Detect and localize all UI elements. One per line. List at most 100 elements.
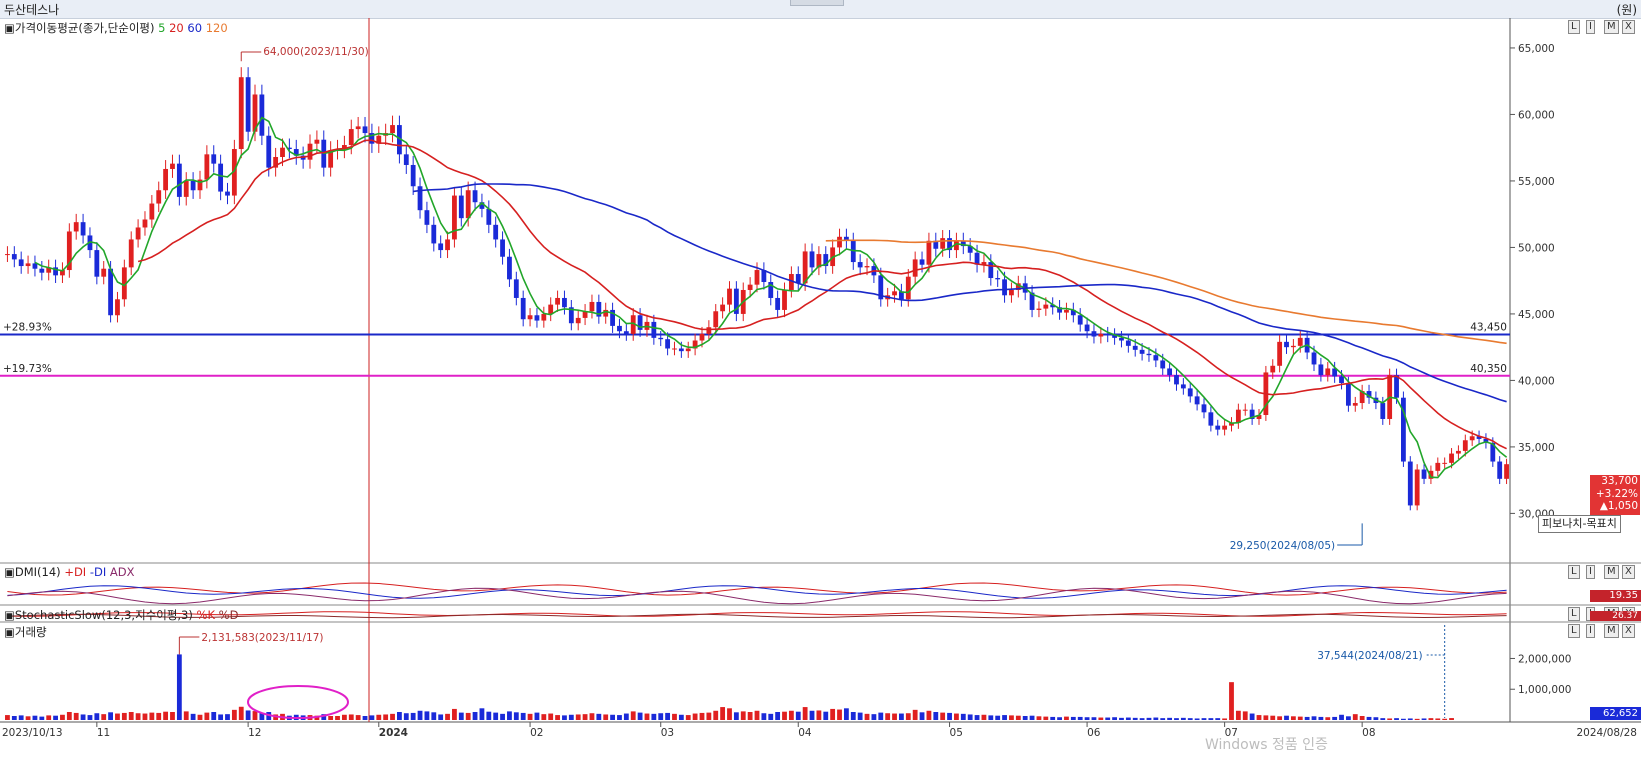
candle-body xyxy=(802,251,808,284)
candle-body xyxy=(1146,353,1152,356)
candle-body xyxy=(286,147,292,150)
volume-bar xyxy=(245,710,251,720)
volume-bar xyxy=(1311,716,1317,720)
candle-body xyxy=(1119,337,1124,341)
candle-body xyxy=(1469,436,1475,441)
candle-body xyxy=(1297,337,1303,346)
time-axis-label: 12 xyxy=(248,727,261,739)
candle-body xyxy=(170,163,175,169)
candle-body xyxy=(850,240,856,263)
panel-control-l-button[interactable]: L xyxy=(1568,607,1580,621)
candle-body xyxy=(637,315,643,330)
panel-control-i-button[interactable]: I xyxy=(1586,624,1595,638)
candle-body xyxy=(706,327,712,334)
volume-bar xyxy=(197,714,203,720)
volume-panel-header[interactable]: ▣거래량 xyxy=(4,624,47,640)
volume-bar xyxy=(128,712,134,720)
volume-bar xyxy=(1091,717,1097,720)
dmi-panel-header[interactable]: ▣DMI(14) +DI -DI ADX xyxy=(4,565,135,579)
volume-bar xyxy=(960,713,966,720)
ma-line-5 xyxy=(34,116,1508,479)
candle-body xyxy=(218,163,224,192)
candle-body xyxy=(610,309,615,326)
volume-bar xyxy=(335,716,340,720)
candle-body xyxy=(403,154,409,165)
volume-bar xyxy=(630,711,636,720)
candle-body xyxy=(1311,352,1317,365)
panel-control-i-button[interactable]: I xyxy=(1586,565,1595,579)
ma-panel-header[interactable]: ▣가격이동평균(종가,단순이평) 5 20 60 120 xyxy=(4,20,228,36)
volume-bar xyxy=(1029,715,1035,720)
fibonacci-target-label[interactable]: 피보나치-목표치 xyxy=(1538,515,1621,533)
panel-control-l-button[interactable]: L xyxy=(1568,20,1580,34)
panel-control-m-button[interactable]: M xyxy=(1604,624,1619,638)
time-axis-label: 2024/08/28 xyxy=(1576,727,1637,739)
panel-control-x-button[interactable]: X xyxy=(1622,624,1635,638)
candle-body xyxy=(39,268,45,273)
volume-bar xyxy=(623,713,629,720)
volume-bar xyxy=(1414,718,1420,720)
panel-control-m-button[interactable]: M xyxy=(1604,20,1619,34)
volume-bar xyxy=(1125,717,1131,720)
volume-bar xyxy=(761,713,767,720)
panel-control-i-button[interactable]: I xyxy=(1586,20,1595,34)
candle-body xyxy=(135,227,141,240)
volume-bar xyxy=(66,712,72,720)
panel-control-l-button[interactable]: L xyxy=(1568,624,1580,638)
candle-body xyxy=(1401,397,1406,462)
panel-control-l-button[interactable]: L xyxy=(1568,565,1580,579)
volume-bar xyxy=(149,712,155,720)
volume-bar xyxy=(1215,718,1221,720)
price-axis-label: 50,000 xyxy=(1518,242,1555,254)
candle-body xyxy=(18,259,24,267)
volume-bar xyxy=(1174,718,1179,720)
candle-body xyxy=(520,297,526,320)
ma-period-60[interactable]: 60 xyxy=(187,21,203,35)
candle-body xyxy=(1249,409,1255,419)
stoch-panel-header[interactable]: ▣StochasticSlow(12,3,지수이평,3) %K %D xyxy=(4,607,238,623)
dmi-value-tag: 19.35 xyxy=(1590,590,1641,602)
volume-bar xyxy=(1139,718,1145,720)
time-axis-label: 11 xyxy=(97,727,110,739)
panel-control-x-button[interactable]: X xyxy=(1622,20,1635,34)
candle-body xyxy=(1180,384,1186,389)
ma-period-5[interactable]: 5 xyxy=(158,21,166,35)
candle-body xyxy=(1435,462,1441,471)
candle-body xyxy=(1229,422,1234,426)
candle-body xyxy=(555,297,560,305)
volume-bar xyxy=(1284,715,1289,720)
volume-bar xyxy=(788,710,794,720)
ma-period-20[interactable]: 20 xyxy=(169,21,184,35)
volume-bar xyxy=(651,713,657,720)
price-axis-label: 35,000 xyxy=(1518,442,1555,454)
panel-control-x-button[interactable]: X xyxy=(1622,565,1635,579)
volume-bar xyxy=(1146,717,1152,720)
volume-bar xyxy=(1022,716,1028,720)
level-price-label: 40,350 xyxy=(1470,363,1507,375)
ma-period-120[interactable]: 120 xyxy=(205,21,228,35)
volume-bar xyxy=(740,711,746,720)
volume-bar xyxy=(156,712,162,720)
resize-grip[interactable] xyxy=(790,0,844,6)
volume-bar xyxy=(94,713,100,720)
time-axis-label: 03 xyxy=(661,727,674,739)
volume-bar xyxy=(438,714,444,720)
candle-body xyxy=(933,240,939,249)
candle-body xyxy=(1476,436,1482,439)
volume-bar xyxy=(190,713,196,720)
ma-line-120 xyxy=(825,239,1507,345)
highlight-circle xyxy=(247,685,349,719)
volume-bar xyxy=(1153,717,1159,720)
volume-bar xyxy=(46,715,52,720)
candle-body xyxy=(589,301,595,312)
volume-bar xyxy=(940,712,946,720)
volume-bar xyxy=(596,713,602,720)
dmi-label: DMI(14) xyxy=(14,565,61,579)
candle-body xyxy=(1352,403,1358,406)
candle-body xyxy=(1394,375,1399,398)
panel-icon: ▣ xyxy=(4,608,15,622)
ma-line-20 xyxy=(137,139,1507,450)
candle-body xyxy=(967,246,973,253)
panel-control-m-button[interactable]: M xyxy=(1604,565,1619,579)
